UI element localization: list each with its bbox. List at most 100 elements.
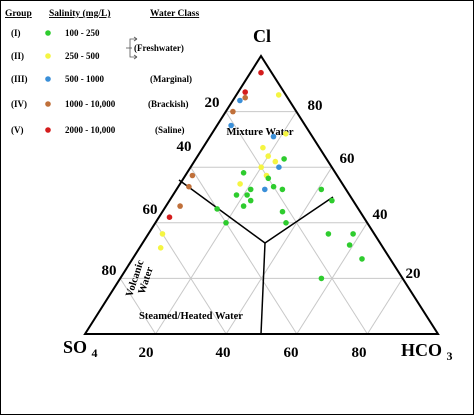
boundary-mixture-right (264, 196, 334, 244)
grid-line-so4 (119, 278, 157, 335)
data-point-group-i (223, 220, 229, 226)
data-point-group-i (346, 242, 353, 248)
data-point-group-ii (260, 144, 266, 151)
grid-line-so4 (190, 166, 298, 335)
legend-class-label: (Brackish) (148, 99, 189, 109)
legend-row-5: (V) 2000 - 10,000 (Saline) (11, 125, 185, 135)
tick-bottom-20: 20 (139, 345, 154, 361)
data-point-group-v (258, 69, 264, 76)
data-point-group-ii (275, 92, 282, 98)
boundary-volcanic-mixture (178, 179, 266, 244)
data-point-group-v (242, 89, 248, 95)
data-point-group-i (233, 192, 240, 198)
legend-range-label: 2000 - 10,000 (65, 125, 116, 135)
data-point-group-ii (283, 131, 289, 137)
tick-left-80: 80 (102, 263, 117, 279)
tick-right-20: 20 (406, 266, 421, 282)
data-point-group-i (318, 186, 325, 193)
legend-row-2: (II) 250 - 500 (11, 51, 100, 61)
data-point-group-i (279, 208, 286, 215)
corner-label-subscript: 3 (447, 349, 453, 363)
data-point-group-ii (258, 164, 265, 170)
grid-line-so4 (225, 111, 368, 335)
data-point-group-i (247, 197, 254, 204)
legend-header-salinity: Salinity (mg/L) (49, 8, 111, 19)
data-point-group-iii (276, 164, 282, 170)
freshwater-bracket-arrows (133, 36, 138, 60)
data-point-group-i (240, 203, 247, 209)
legend-group-label: (V) (11, 125, 24, 135)
freshwater-label: (Freshwater) (134, 43, 184, 53)
data-point-group-i (350, 231, 356, 237)
tick-bottom-60: 60 (284, 345, 299, 361)
data-point-group-iv (242, 94, 248, 101)
corner-label-top: Cl (253, 26, 271, 46)
data-point-group-iii (237, 97, 243, 104)
data-point-group-i (281, 156, 287, 162)
data-point-group-i (318, 275, 325, 282)
data-point-group-iv (189, 172, 196, 179)
data-point-group-iv (230, 108, 236, 115)
legend-row-4: (IV) 1000 - 10,000 (Brackish) (11, 99, 189, 109)
region-label-top: Mixture Water (227, 127, 294, 138)
legend-class-label: (Saline) (155, 125, 185, 135)
legend-marker-group-2 (45, 53, 51, 59)
tick-right-60: 60 (340, 151, 355, 167)
tick-right-80: 80 (308, 98, 323, 114)
tick-left-60: 60 (143, 202, 158, 218)
data-point-group-ii (157, 245, 164, 251)
legend-range-label: 100 - 250 (65, 28, 100, 38)
tick-labels: 20 40 60 80 20 40 60 80 80 60 40 20 (102, 95, 421, 361)
tick-right-40: 40 (373, 207, 388, 223)
legend-range-label: 250 - 500 (65, 51, 100, 61)
data-point-group-i (265, 175, 272, 182)
tick-left-20: 20 (205, 95, 220, 111)
ternary-grid (119, 111, 404, 335)
tick-bottom-80: 80 (352, 345, 367, 361)
data-point-group-i (329, 197, 335, 204)
corner-label-right-text: HCO (401, 340, 442, 360)
legend-row-1: (I) 100 - 250 (11, 28, 100, 38)
data-point-group-iii (270, 133, 277, 140)
region-label-bottom: Steamed/Heated Water (139, 311, 243, 322)
data-point-group-i (279, 186, 286, 193)
corner-label-left-text: SO (63, 337, 87, 357)
data-point-group-i (244, 192, 250, 198)
data-point-group-i (240, 170, 247, 176)
corner-label-right: HCO 3 (401, 340, 453, 363)
legend: Group Salinity (mg/L) Water Class (I) 10… (5, 8, 199, 135)
legend-marker-group-5 (45, 127, 51, 133)
data-point-group-iii (228, 122, 234, 129)
data-point-group-i (214, 206, 220, 212)
corner-label-subscript: 4 (92, 346, 98, 360)
tick-left-40: 40 (177, 139, 192, 155)
field-boundaries (178, 179, 334, 335)
data-point-group-iv (177, 203, 183, 209)
legend-group-label: (I) (11, 28, 21, 38)
data-point-group-i (359, 256, 365, 262)
data-point-group-iii (262, 186, 268, 193)
data-point-group-i (247, 186, 254, 193)
triangle-outline (83, 54, 440, 335)
legend-header-class: Water Class (150, 9, 199, 19)
data-point-group-v (166, 214, 173, 220)
legend-range-label: 500 - 1000 (65, 74, 104, 84)
tick-bottom-40: 40 (216, 345, 231, 361)
data-point-group-i (270, 183, 277, 190)
legend-row-3: (III) 500 - 1000 (Marginal) (11, 74, 192, 84)
legend-range-label: 1000 - 10,000 (65, 99, 116, 109)
legend-marker-group-1 (45, 30, 51, 36)
data-point-group-i (283, 220, 289, 226)
legend-marker-group-4 (45, 101, 51, 107)
legend-group-label: (II) (11, 51, 24, 61)
legend-marker-group-3 (45, 76, 51, 82)
legend-group-label: (IV) (11, 99, 27, 109)
legend-header-group: Group (5, 9, 32, 19)
corner-label-left: SO 4 (63, 337, 98, 360)
data-point-group-iv (186, 183, 192, 190)
legend-class-label: (Marginal) (150, 74, 192, 84)
data-point-group-ii (272, 158, 279, 165)
data-point-group-ii (237, 181, 243, 187)
